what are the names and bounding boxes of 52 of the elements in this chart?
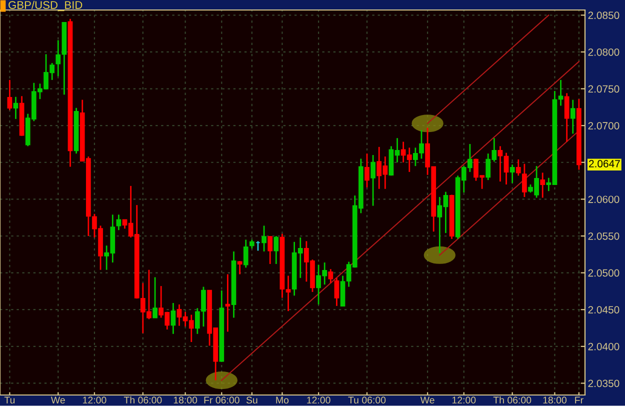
x-tick-label: 12:00 bbox=[83, 396, 106, 404]
candlestick bbox=[225, 274, 230, 332]
candlestick bbox=[334, 277, 340, 307]
x-tick-label: 12:00 bbox=[307, 396, 330, 404]
x-tick-label: 12:00 bbox=[452, 396, 476, 404]
candlestick bbox=[558, 79, 564, 106]
y-tick-label: 2.0600 bbox=[588, 196, 620, 204]
candlestick bbox=[516, 158, 521, 176]
x-tick-label: 18:00 bbox=[543, 396, 567, 404]
chart-title: GBP/USD_BID bbox=[8, 0, 82, 12]
candlestick bbox=[237, 260, 242, 275]
y-tick-label: 2.0750 bbox=[588, 85, 620, 93]
candlestick bbox=[268, 235, 273, 265]
candlestick bbox=[170, 302, 176, 335]
candlestick bbox=[13, 96, 18, 120]
x-tick-label: We bbox=[50, 396, 65, 404]
y-tick-label: 2.0800 bbox=[588, 48, 620, 56]
candlestick bbox=[274, 235, 279, 265]
x-tick-label: Fr 06:00 bbox=[204, 396, 240, 404]
y-tick-label: 2.0700 bbox=[588, 122, 620, 130]
candlestick bbox=[116, 214, 122, 231]
candlestick bbox=[510, 164, 515, 184]
x-tick-label: Mo bbox=[276, 396, 289, 404]
candlestick bbox=[262, 224, 266, 252]
x-tick-label: 18:00 bbox=[174, 396, 198, 404]
y-tick-label: 2.0350 bbox=[588, 380, 620, 388]
candlestick bbox=[194, 307, 200, 335]
x-tick-label: Tu bbox=[4, 396, 15, 404]
candlestick bbox=[201, 286, 206, 328]
annotation: 2.0647 bbox=[589, 160, 620, 168]
candlestick bbox=[522, 163, 527, 198]
candlestick bbox=[370, 154, 376, 207]
y-tick-label: 2.0450 bbox=[588, 306, 620, 314]
x-tick-label: Th 06:00 bbox=[493, 396, 532, 404]
y-tick-label: 2.0850 bbox=[588, 12, 620, 20]
candlestick bbox=[540, 172, 546, 198]
x-tick-label: Tu 06:00 bbox=[348, 396, 386, 404]
candlestick bbox=[364, 152, 370, 188]
candlestick bbox=[564, 92, 570, 142]
candlestick bbox=[328, 268, 334, 284]
candlestick bbox=[56, 39, 61, 77]
candlestick bbox=[570, 99, 576, 134]
y-tick-label: 2.0550 bbox=[588, 232, 620, 240]
y-tick-label: 2.0500 bbox=[588, 269, 620, 277]
candlestick bbox=[243, 238, 248, 268]
candlestick bbox=[152, 276, 158, 318]
candlestick bbox=[7, 79, 12, 111]
x-tick-label: Fr bbox=[575, 396, 584, 404]
y-tick-label: 2.0400 bbox=[588, 342, 620, 350]
x-tick-label: Th 06:00 bbox=[124, 396, 162, 404]
x-tick-label: Su bbox=[246, 396, 258, 404]
x-tick-label: We bbox=[420, 396, 434, 404]
